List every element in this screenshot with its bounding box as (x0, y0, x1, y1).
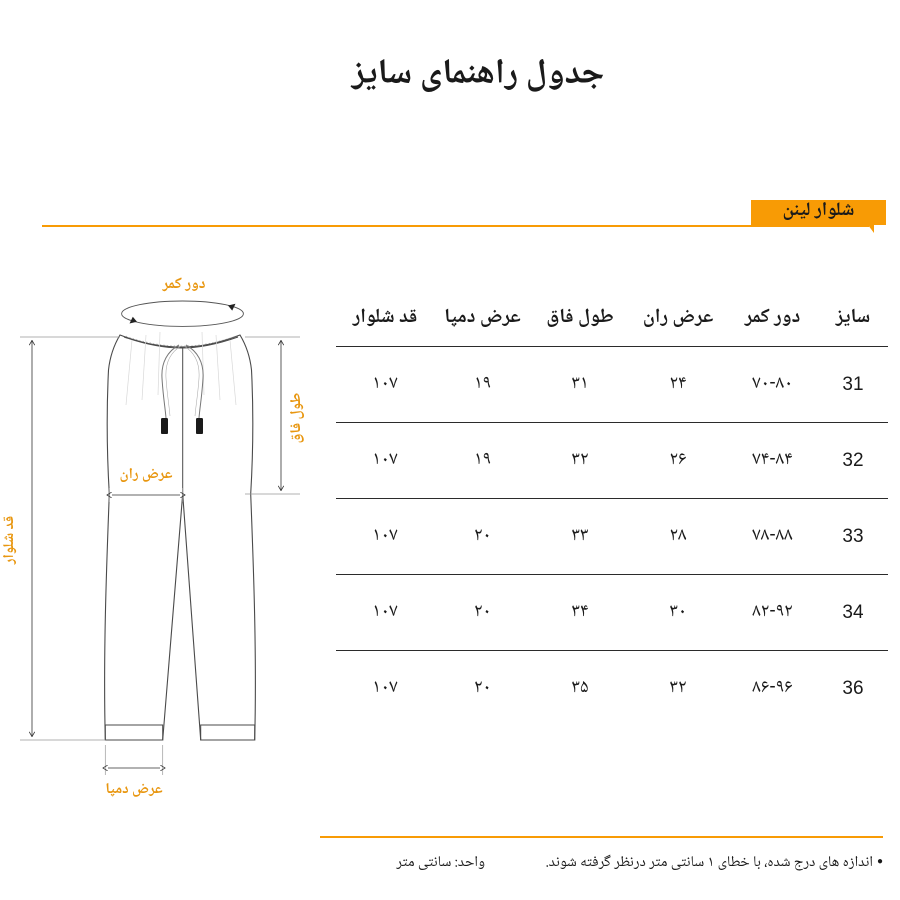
svg-text:عرض دمپا: عرض دمپا (105, 777, 163, 803)
svg-text:طول فاق: طول فاق (284, 393, 310, 444)
svg-text:قد شلوار: قد شلوار (0, 516, 23, 565)
svg-text:عرض ران: عرض ران (120, 462, 173, 488)
svg-text:دور کمر: دور کمر (161, 271, 205, 298)
